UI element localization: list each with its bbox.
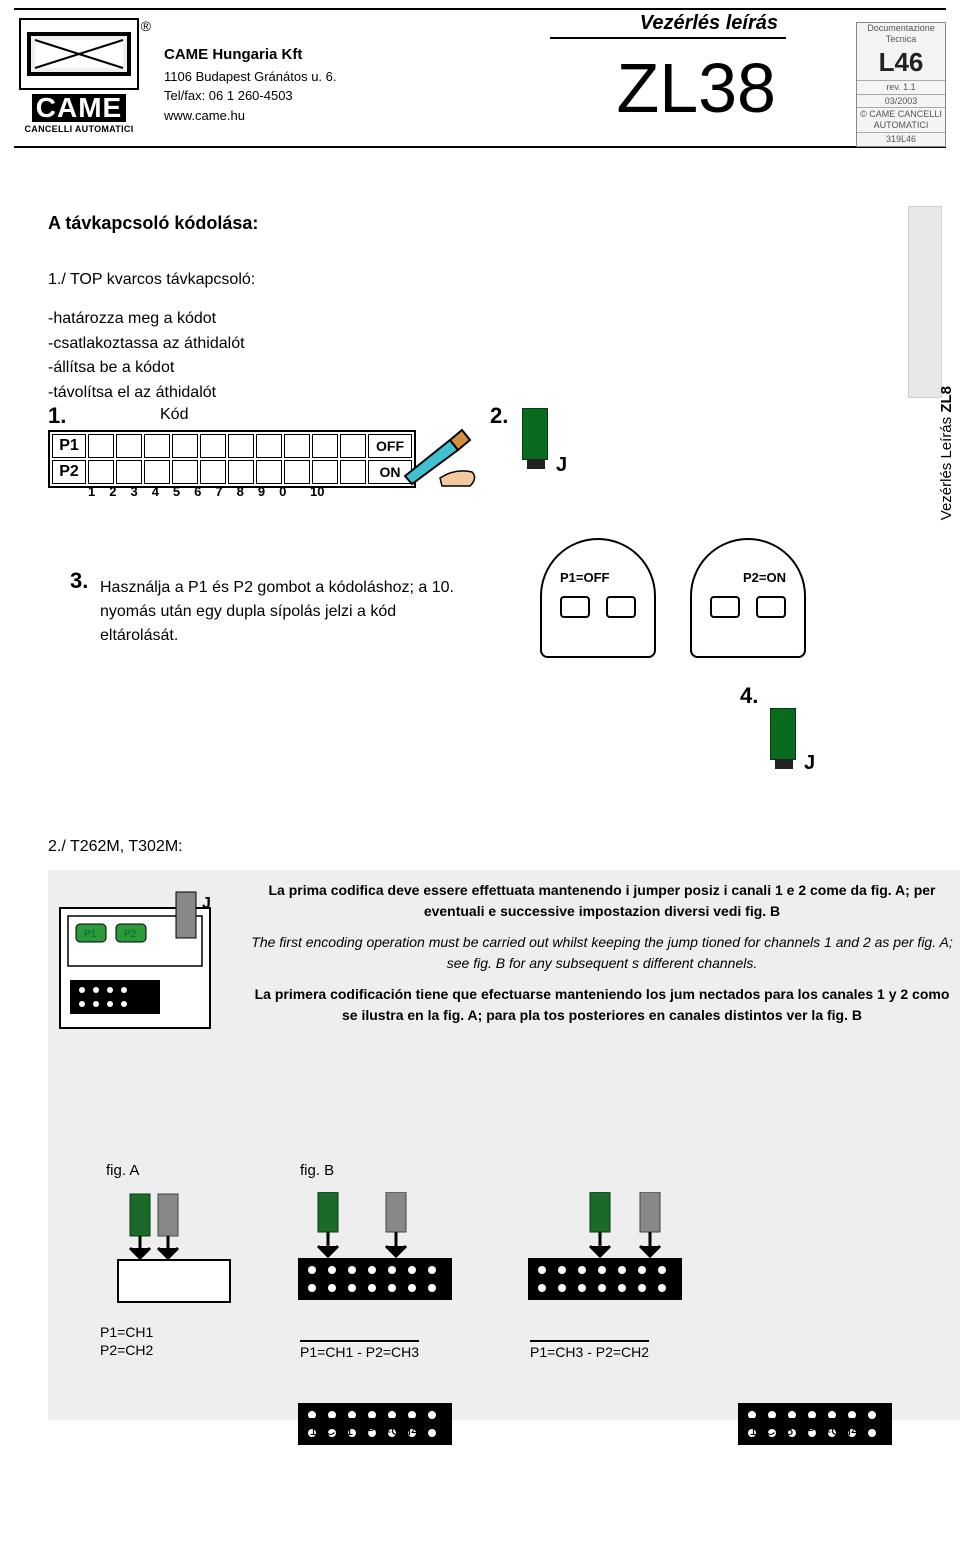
instructions: 1./ TOP kvarcos távkapcsoló: -határozza … [48,268,255,406]
dip-switch-table: P1 OFF P2 ON [48,430,416,488]
side-tab-a: Vezérlés Leírás [938,413,955,521]
jumper-label: J [804,752,815,775]
remote2-cap: P2=ON [743,570,786,585]
logo-word: CAME [32,94,126,122]
section-title: A távkapcsoló kódolása: [48,213,258,234]
instr-line: -állítsa be a kódot [48,356,255,381]
page-header: CAME CANCELLI AUTOMATICI CAME Hungaria K… [14,8,946,148]
device-sketch: P1 P2 J [56,884,236,1044]
step-4: 4. [740,683,758,709]
remote-1: P1=OFF [540,538,656,658]
kod-label: Kód [160,406,188,424]
conn-caption: P1=CH1 - P2=CH3 [300,1340,419,1360]
doc-stamp: Documentazione Tecnica L46 rev. 1.1 03/2… [856,22,946,147]
jumper-icon [522,408,548,460]
remote1-cap: P1=OFF [560,570,610,585]
jumper-label: J [556,454,567,477]
model-code: ZL38 [616,48,776,128]
doc-title: Vezérlés leírás [550,12,786,39]
side-tab-text: Vezérlés Leírás ZL8 [938,386,955,520]
step-1: 1. [48,403,66,429]
side-tab [908,206,942,398]
fig-a-label: fig. A [106,1162,139,1179]
conn-caption: P1=CH3 - P2=CH4 [740,1418,859,1438]
text-it: La prima codifica deve essere effettuata… [250,880,954,922]
remote-btn [606,596,636,618]
company-info: CAME Hungaria Kft 1106 Budapest Gránátos… [164,44,337,125]
pencil-icon [400,428,480,488]
stamp-owner: © CAME CANCELLI AUTOMATICI [857,107,945,132]
stamp-code: L46 [857,45,945,80]
connector-diagrams: P1=CH1 P2=CH2 P1=CH1 - P2=CH3 [90,1192,960,1412]
company-name: CAME Hungaria Kft [164,44,337,67]
logo-subtitle: CANCELLI AUTOMATICI [14,124,144,134]
side-tab-b: ZL8 [938,386,955,413]
top-item: 1./ TOP kvarcos távkapcsoló: [48,268,255,293]
remote-btn [756,596,786,618]
conn-caption: P1=CH3 - P2=CH2 [530,1340,649,1360]
fig-b-label: fig. B [300,1162,334,1179]
multilang-text: La prima codifica deve essere effettuata… [250,880,960,1036]
stamp-rev: rev. 1.1 [857,80,945,94]
dip-num-10: 10 [310,484,324,499]
conn-caption: P1=CH1 [100,1324,153,1340]
came-logo: CAME CANCELLI AUTOMATICI [14,18,144,138]
connector-b4: P1=CH3 - P2=CH4 [730,1362,900,1562]
remote-2: P2=ON [690,538,806,658]
dip-row-label: P2 [52,460,86,484]
jumper-icon [770,708,796,760]
dip-numbers: 1234567890 [88,484,300,499]
dip-row-label: P1 [52,434,86,458]
stamp-num: 319L46 [857,132,945,146]
stamp-line: Documentazione Tecnica [857,23,945,45]
step-3: 3. [70,568,88,594]
step-2: 2. [490,403,508,429]
stamp-date: 03/2003 [857,94,945,108]
remote-btn [710,596,740,618]
step3-text: Használja a P1 és P2 gombot a kódoláshoz… [100,576,460,648]
company-tel: Tel/fax: 06 1 260-4503 [164,86,337,106]
text-es: La primera codificación tiene que efectu… [250,984,954,1026]
text-en: The first encoding operation must be car… [250,932,954,974]
connector-b2: P1=CH3 - P2=CH2 [520,1192,690,1392]
instr-line: -távolítsa el az áthidalót [48,381,255,406]
svg-text:J: J [202,895,211,912]
conn-caption: P2=CH2 [100,1342,153,1358]
svg-text:P1: P1 [84,929,97,940]
instr-line: -csatlakoztassa az áthidalót [48,332,255,357]
connector-figA: P1=CH1 P2=CH2 [90,1192,220,1392]
instr-line: -határozza meg a kódot [48,307,255,332]
company-addr: 1106 Budapest Gránátos u. 6. [164,67,337,87]
remote-btn [560,596,590,618]
conn-caption: P1=CH1 - P2=CH4 [300,1418,419,1438]
section2-title: 2./ T262M, T302M: [48,838,183,856]
svg-text:P2: P2 [124,929,137,940]
company-web: www.came.hu [164,106,337,126]
connector-b3: P1=CH1 - P2=CH4 [290,1362,460,1562]
